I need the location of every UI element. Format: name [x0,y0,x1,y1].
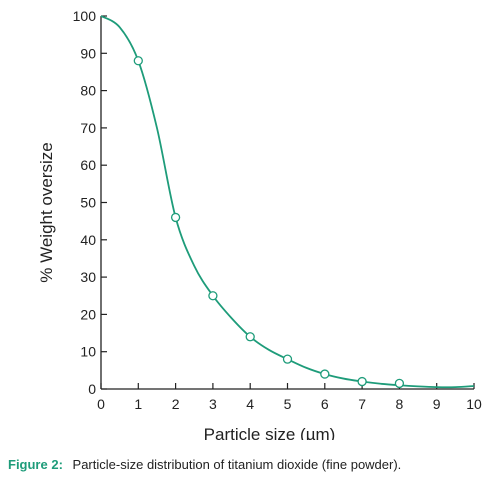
y-axis-title: % Weight oversize [37,142,56,282]
y-tick-label: 10 [80,344,96,360]
y-tick-label: 80 [80,83,96,99]
x-tick-label: 10 [466,396,482,412]
x-axis-title: Particle size (µm) [204,425,336,440]
data-point [208,291,218,301]
y-tick-label: 0 [88,381,96,397]
x-tick-label: 3 [209,396,217,412]
x-tick-label: 6 [321,396,329,412]
y-tick-label: 30 [80,269,96,285]
x-tick-label: 0 [97,396,105,412]
data-point [282,354,293,364]
data-point [357,376,367,387]
data-point [170,212,181,223]
data-point [133,56,143,66]
y-tick-label: 60 [80,157,96,173]
data-point [245,332,255,342]
x-tick-label: 2 [172,396,180,412]
y-tick-label: 40 [80,232,96,248]
x-tick-label: 8 [396,396,404,412]
x-tick-label: 1 [134,396,142,412]
caption-label: Figure 2: [8,457,63,472]
figure-caption: Figure 2: Particle-size distribution of … [8,457,401,473]
x-tick-label: 7 [358,396,366,412]
y-tick-label: 90 [80,45,96,61]
plot-area: 0 10 20 30 40 50 60 70 80 90 100 0 1 2 3 4 5 6 7 8 9 10 Partic… [37,8,482,440]
distribution-curve [100,15,475,389]
y-tick-label: 100 [73,8,97,24]
data-point [320,369,330,379]
y-tick-label: 20 [80,306,96,322]
x-tick-label: 4 [246,396,254,412]
particle-size-chart: 0 10 20 30 40 50 60 70 80 90 100 0 1 2 3 4 5 6 7 8 9 10 Partic… [37,8,482,440]
y-tick-label: 50 [80,195,96,211]
data-point [394,378,405,389]
caption-text: Particle-size distribution of titanium d… [72,457,402,472]
x-tick-label: 5 [284,396,292,412]
x-tick-label: 9 [433,396,441,412]
y-tick-label: 70 [80,120,96,136]
